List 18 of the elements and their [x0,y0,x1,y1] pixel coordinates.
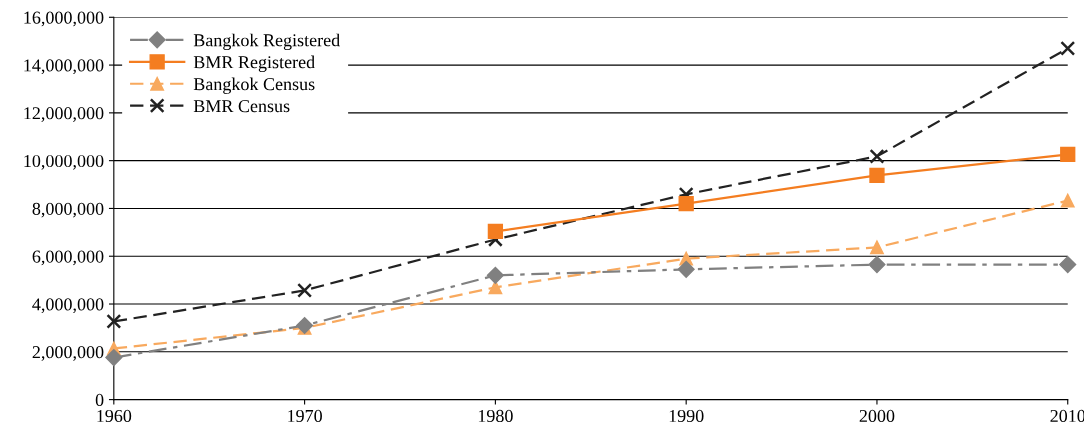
y-tick-label: 10,000,000 [24,154,104,170]
legend-label: Bangkok Census [193,77,315,94]
y-tick-label: 0 [95,393,104,407]
x-tick-label: 1960 [97,409,132,423]
y-tick-label: 6,000,000 [32,250,104,266]
y-tick-label: 12,000,000 [24,107,104,122]
y-tick-label: 14,000,000 [24,59,104,75]
y-tick-label: 2,000,000 [32,346,104,361]
x-tick-label: 1980 [478,409,513,423]
y-tick-label: 16,000,000 [24,11,104,27]
y-tick-label: 8,000,000 [32,202,104,218]
x-tick-label: 1970 [288,409,322,423]
y-tick-label: 4,000,000 [32,298,104,314]
x-tick-label: 1990 [669,409,704,423]
legend-label: Bangkok Registered [193,33,340,51]
legend-label: BMR Census [193,100,290,113]
x-tick-label: 2000 [859,409,895,423]
legend-label: BMR Registered [193,55,315,73]
